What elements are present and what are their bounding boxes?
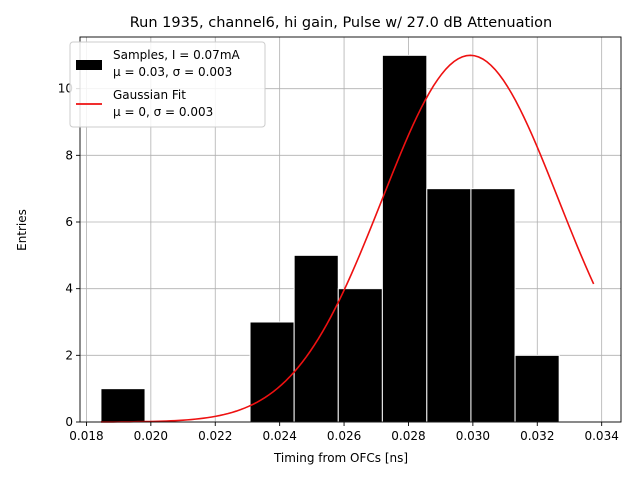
histogram-bar <box>337 288 383 423</box>
y-tick-label: 8 <box>65 148 73 162</box>
x-tick-label: 0.034 <box>584 429 618 443</box>
x-axis-label: Timing from OFCs [ns] <box>273 451 408 465</box>
x-axis-ticks: 0.018 0.020 0.022 0.024 0.026 0.028 0.030 0.032… <box>69 422 619 443</box>
legend-fit-label: Gaussian Fit <box>113 88 186 102</box>
y-tick-label: 2 <box>65 348 73 362</box>
x-tick-label: 0.030 <box>456 429 490 443</box>
legend-histogram-stats: μ = 0.03, σ = 0.003 <box>113 65 232 79</box>
histogram-bar <box>100 388 146 423</box>
x-tick-label: 0.032 <box>520 429 554 443</box>
x-tick-label: 0.026 <box>327 429 361 443</box>
histogram-bar <box>249 321 295 423</box>
x-tick-label: 0.024 <box>262 429 296 443</box>
legend: Samples, I = 0.07mA μ = 0.03, σ = 0.003 … <box>69 41 266 128</box>
histogram-bar <box>514 354 560 423</box>
legend-histogram-label: Samples, I = 0.07mA <box>113 48 241 62</box>
histogram-bar <box>293 254 339 423</box>
y-tick-label: 4 <box>65 282 73 296</box>
x-tick-label: 0.022 <box>198 429 232 443</box>
y-axis-label: Entries <box>15 209 29 251</box>
axes-frame <box>79 36 622 423</box>
y-tick-label: 0 <box>65 415 73 429</box>
y-tick-label: 6 <box>65 215 73 229</box>
legend-histogram-swatch <box>76 60 102 70</box>
histogram-bar <box>470 188 516 423</box>
y-axis-ticks: 0 2 4 6 8 10 <box>58 82 80 429</box>
histogram-bar <box>426 188 472 423</box>
gaussian-fit-curve <box>100 54 595 423</box>
y-tick-label: 10 <box>58 82 73 96</box>
chart-title: Run 1935, channel6, hi gain, Pulse w/ 27… <box>130 15 553 31</box>
x-tick-label: 0.028 <box>391 429 425 443</box>
legend-box <box>69 41 266 128</box>
x-tick-label: 0.020 <box>134 429 168 443</box>
legend-fit-stats: μ = 0, σ = 0.003 <box>113 105 213 119</box>
x-tick-label: 0.018 <box>69 429 103 443</box>
